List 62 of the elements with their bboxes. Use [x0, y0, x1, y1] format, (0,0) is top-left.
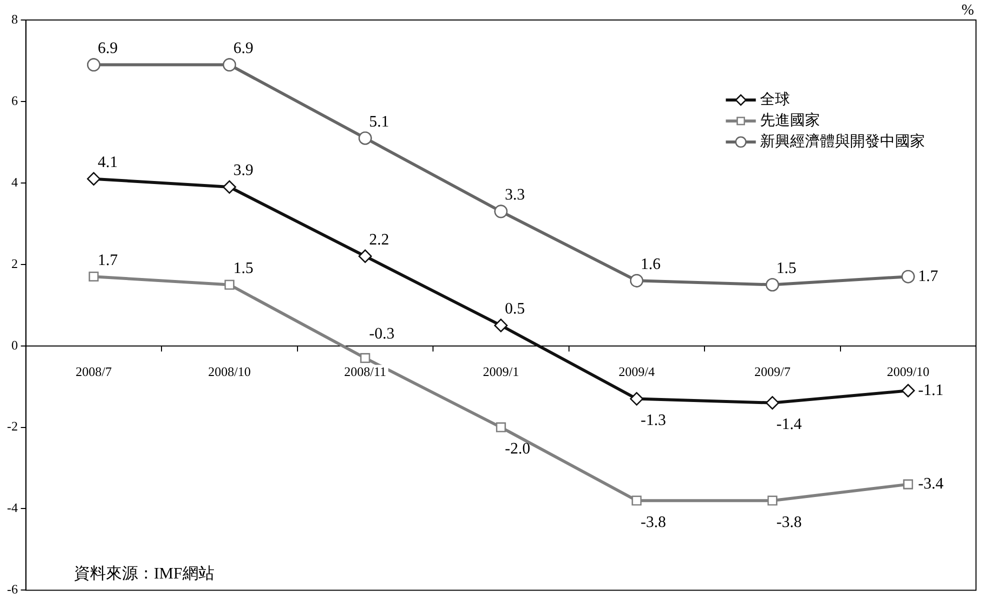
data-label: -3.8 [640, 514, 666, 531]
point [496, 422, 506, 432]
y-tick-label: -2 [6, 418, 18, 434]
point [766, 396, 780, 410]
point [494, 318, 508, 332]
x-tick-label: 2009/4 [618, 364, 656, 379]
data-label: -3.4 [918, 476, 944, 493]
data-label: 2.2 [369, 231, 390, 248]
y-tick-label: 8 [11, 11, 18, 26]
point [360, 353, 370, 363]
x-tick-label: 2008/10 [208, 364, 251, 379]
point [358, 250, 372, 263]
point [87, 58, 100, 72]
point [903, 479, 914, 490]
point [766, 278, 780, 292]
point [222, 180, 236, 194]
point [901, 270, 915, 284]
point [222, 58, 236, 72]
y-tick-label: 4 [11, 174, 18, 190]
x-tick-label: 2008/7 [76, 364, 112, 379]
data-label: -1.4 [776, 416, 802, 434]
data-label: 6.9 [233, 40, 254, 58]
point [494, 204, 508, 218]
data-label: -0.3 [369, 325, 395, 342]
point [358, 131, 372, 145]
data-label: 1.7 [918, 268, 938, 285]
legend-label: 先進國家 [760, 112, 820, 129]
data-label: 4.1 [98, 154, 118, 172]
data-label: 1.5 [776, 260, 796, 277]
y-axis-title: % [962, 2, 974, 18]
data-label: 6.9 [98, 40, 118, 58]
data-label: 3.3 [504, 186, 525, 204]
point [768, 496, 778, 506]
data-label: 5.1 [369, 113, 390, 130]
data-label: 1.5 [233, 260, 254, 277]
point [632, 496, 642, 506]
data-label: -1.1 [918, 382, 944, 399]
point [87, 172, 100, 186]
annotation: 資料來源：IMF網站 [74, 564, 214, 582]
data-label: -3.8 [776, 514, 802, 531]
point [630, 392, 644, 406]
y-tick-label: 0 [11, 337, 18, 352]
data-label: 1.6 [640, 256, 661, 273]
x-tick-label: 2009/1 [482, 364, 519, 379]
point [901, 384, 915, 398]
point [630, 274, 644, 288]
data-label: -1.3 [640, 412, 666, 429]
x-tick-label: 2008/11 [344, 364, 386, 379]
data-label: 3.9 [233, 162, 254, 180]
y-tick-label: 6 [11, 92, 18, 108]
point [224, 280, 234, 290]
data-label: 0.5 [504, 300, 525, 318]
legend-label: 全球 [760, 90, 790, 108]
y-tick-label: 2 [11, 256, 18, 271]
data-label: 1.7 [98, 252, 118, 269]
y-tick-label: -4 [6, 500, 18, 516]
data-label: -2.0 [504, 440, 530, 458]
point [88, 272, 99, 282]
legend-label: 新興經濟體與開發中國家 [760, 132, 925, 150]
x-tick-label: 2009/7 [754, 364, 791, 379]
y-tick-label: -6 [6, 582, 18, 597]
x-tick-label: 2009/10 [886, 364, 930, 379]
